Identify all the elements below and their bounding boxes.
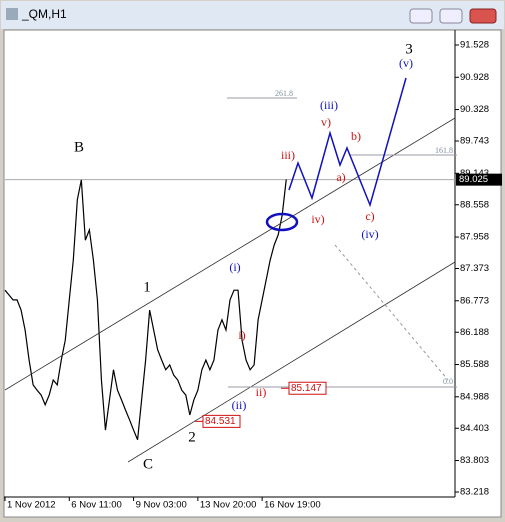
wave-label: 2 [188, 429, 196, 445]
price-label: 85.147 [291, 383, 322, 394]
y-tick-label: 89.743 [460, 136, 489, 147]
wave-label: ii) [256, 385, 267, 399]
wave-label: (iv) [361, 227, 378, 241]
y-tick-label: 84.403 [460, 423, 489, 434]
wave-label: (v) [399, 56, 413, 70]
y-tick-label: 86.773 [460, 295, 489, 306]
last-price-label: 89.025 [459, 174, 488, 185]
wave-label: 3 [405, 41, 413, 57]
wave-projection [288, 77, 407, 208]
price-box [202, 414, 241, 428]
y-tick-label: 83.803 [460, 455, 489, 466]
y-tick-label: 89.143 [460, 168, 489, 179]
wave-label: 261.8 [275, 89, 293, 98]
x-tick-label: 1 Nov 2012 [7, 500, 56, 511]
wave-label: (iii) [320, 98, 338, 112]
channel-lower [127, 261, 456, 463]
wave-label: B [74, 139, 84, 155]
wave-label: iv) [311, 212, 324, 226]
y-tick-label: 91.528 [460, 40, 489, 51]
wave-label: iii) [281, 148, 295, 162]
wave-label: (i) [229, 260, 240, 274]
close-button[interactable] [469, 8, 497, 24]
chart-area [3, 29, 502, 518]
y-tick-label: 83.218 [460, 487, 489, 498]
x-tick-label: 16 Nov 19:00 [264, 500, 321, 511]
y-tick-label: 87.958 [460, 232, 489, 243]
price-box [288, 381, 327, 395]
wave-label: i) [238, 328, 245, 342]
price-line [4, 179, 287, 440]
wave-label: 0.0 [443, 377, 453, 386]
maximize-button[interactable] [439, 8, 463, 24]
wave-label: (ii) [232, 398, 247, 412]
x-tick-label: 13 Nov 20:00 [200, 500, 257, 511]
wave-label: 161.8 [435, 146, 453, 155]
projection-dashed [334, 244, 449, 381]
channel-upper [4, 117, 456, 391]
window-icon [6, 8, 18, 20]
wave-label: 1 [143, 279, 151, 295]
highlight-ellipse [265, 212, 299, 232]
last-price-box [456, 173, 502, 186]
y-tick-label: 87.373 [460, 263, 489, 274]
x-tick-label: 9 Nov 03:00 [136, 500, 187, 511]
wave-label: v) [321, 115, 331, 129]
y-tick-label: 86.188 [460, 327, 489, 338]
price-label: 84.531 [205, 416, 236, 427]
x-tick-label: 6 Nov 11:00 [71, 500, 122, 511]
minimize-button[interactable] [409, 8, 433, 24]
y-tick-label: 90.328 [460, 104, 489, 115]
wave-label: c) [365, 209, 374, 223]
y-tick-label: 85.588 [460, 359, 489, 370]
y-tick-label: 88.558 [460, 199, 489, 210]
wave-label: b) [351, 129, 361, 143]
wave-label: a) [336, 170, 345, 184]
y-tick-label: 84.988 [460, 391, 489, 402]
wave-label: C [143, 456, 153, 472]
window-title: _QM,H1 [21, 7, 67, 21]
y-tick-label: 90.928 [460, 72, 489, 83]
